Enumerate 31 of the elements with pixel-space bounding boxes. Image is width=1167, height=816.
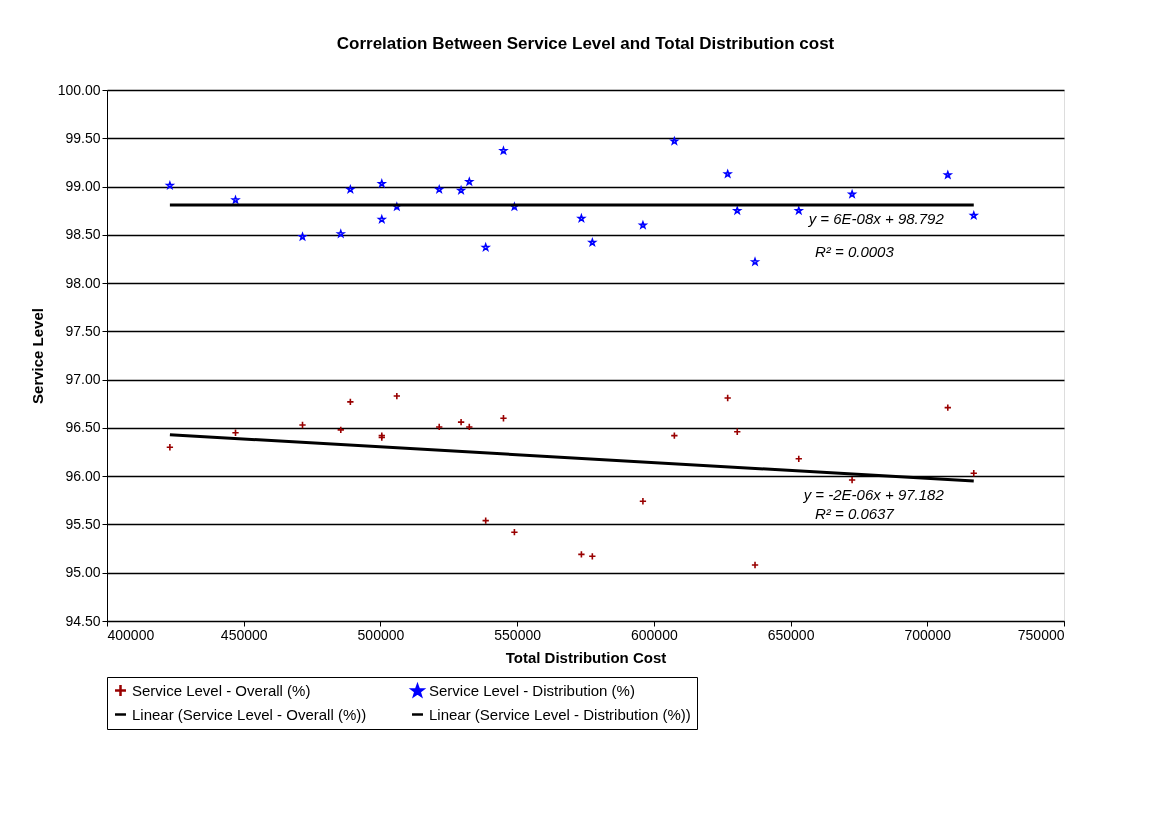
x-tick-label: 450000 <box>220 626 268 643</box>
annotation: R² = 0.0637 <box>814 505 895 523</box>
x-tick-label: 500000 <box>357 626 405 643</box>
x-tick-label: 700000 <box>904 626 952 643</box>
x-tick-label: 750000 <box>1017 626 1065 643</box>
y-tick-label: 95.50 <box>65 515 101 532</box>
y-tick-label: 96.50 <box>65 419 101 436</box>
legend-label: Linear (Service Level - Distribution (%)) <box>429 705 691 723</box>
y-tick-label: 98.50 <box>65 226 101 243</box>
y-tick-label: 94.50 <box>65 612 101 629</box>
y-tick-label: 100.00 <box>57 81 101 98</box>
x-axis-title: Total Distribution Cost <box>505 648 667 666</box>
y-tick-label: 98.00 <box>65 274 101 291</box>
x-tick-label: 650000 <box>767 626 815 643</box>
legend-label: Service Level - Distribution (%) <box>429 682 635 700</box>
y-tick-label: 99.50 <box>65 129 101 146</box>
chart-title: Correlation Between Service Level and Total Distribution cost <box>336 34 835 53</box>
y-tick-label: 96.00 <box>65 467 101 484</box>
x-tick-label: 400000 <box>107 626 155 643</box>
legend-label: Linear (Service Level - Overall (%)) <box>132 705 367 723</box>
annotation: y = 6E-08x + 98.792 <box>807 209 945 227</box>
y-tick-label: 99.00 <box>65 178 101 195</box>
y-tick-label: 95.00 <box>65 564 101 581</box>
annotation: R² = 0.0003 <box>814 242 895 260</box>
y-tick-label: 97.50 <box>65 322 101 339</box>
x-tick-label: 600000 <box>631 626 678 643</box>
y-tick-label: 97.00 <box>65 371 101 388</box>
legend-label: Service Level - Overall (%) <box>132 681 311 699</box>
x-tick-label: 550000 <box>494 626 542 643</box>
annotation: y = -2E-06x + 97.182 <box>802 486 945 504</box>
y-axis-title: Service Level <box>28 308 46 404</box>
